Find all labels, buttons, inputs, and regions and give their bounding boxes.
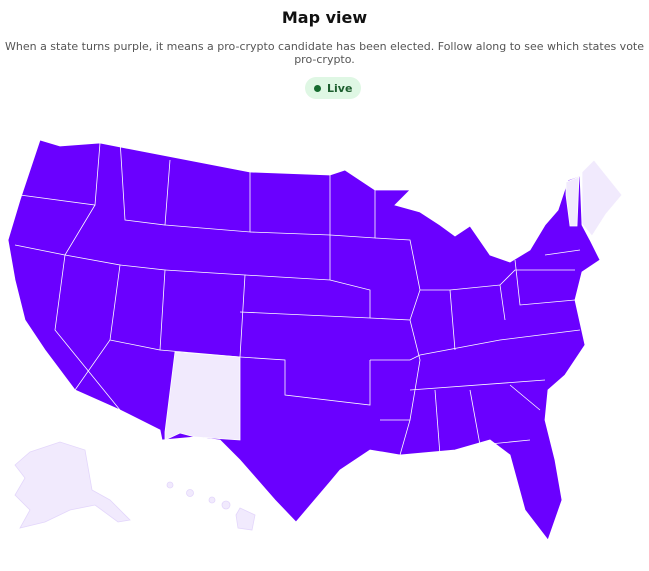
live-label: Live [327, 81, 353, 95]
state-maine[interactable] [581, 159, 623, 237]
page-subtitle: When a state turns purple, it means a pr… [4, 40, 645, 66]
live-badge: Live [305, 77, 362, 99]
state-borders [14, 139, 581, 456]
page-title: Map view [281, 8, 368, 27]
live-dot-icon [314, 84, 321, 92]
state-hawaii[interactable] [166, 481, 256, 531]
state-alaska[interactable] [14, 441, 131, 529]
state-vermont[interactable] [565, 176, 580, 227]
state-contiguous-purple[interactable] [7, 139, 601, 541]
state-new-mexico[interactable] [164, 351, 241, 441]
